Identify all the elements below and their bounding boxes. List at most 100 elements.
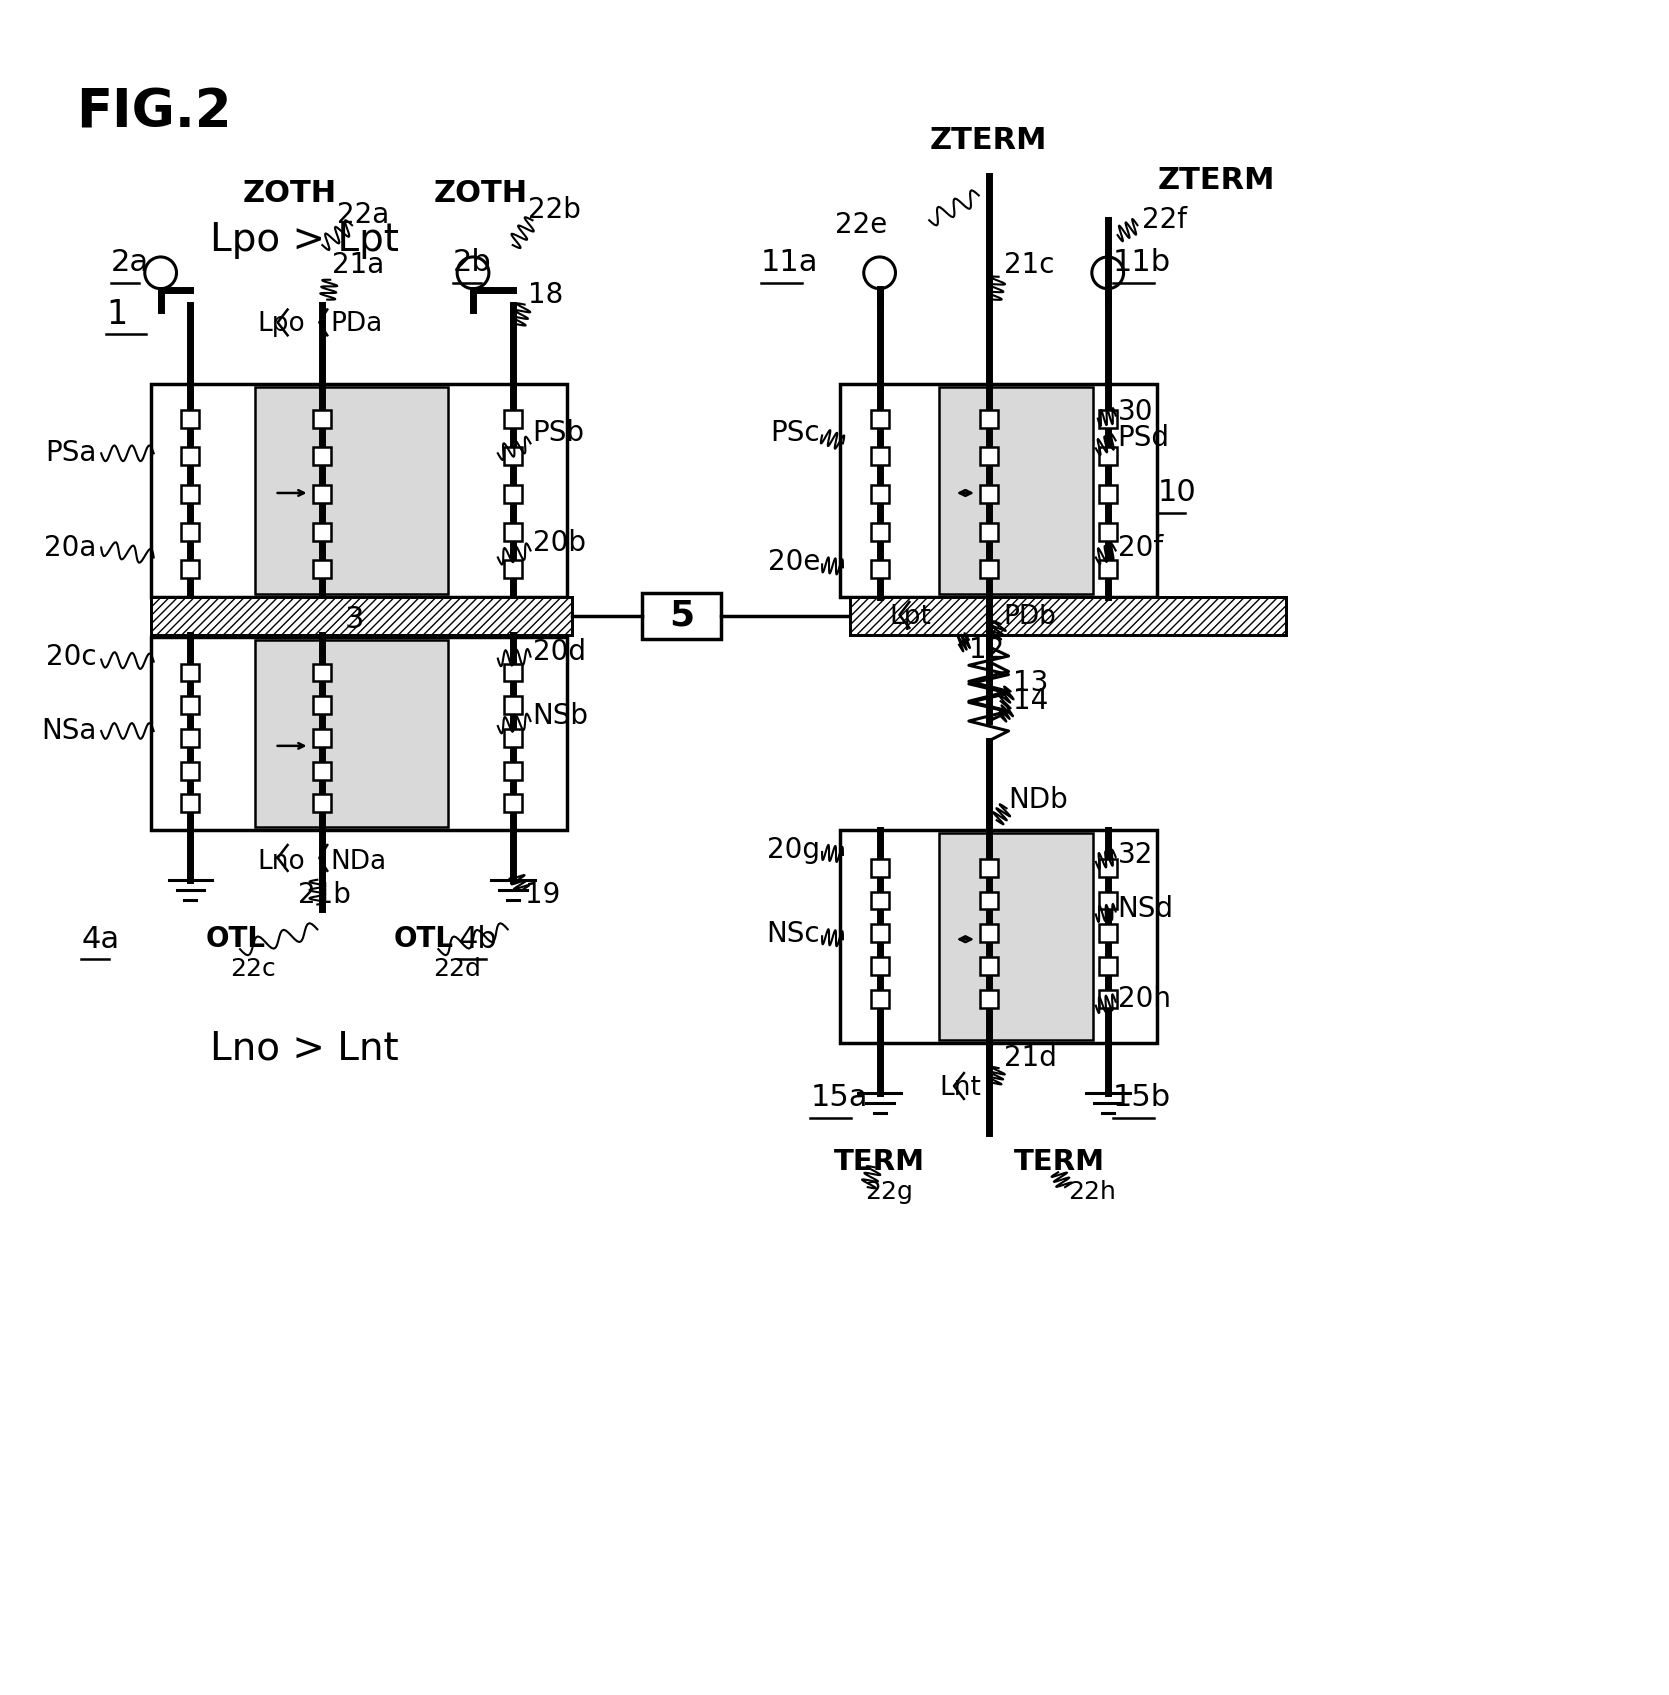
Bar	[314, 447, 330, 464]
Bar	[504, 447, 522, 464]
Text: 20h: 20h	[1118, 985, 1170, 1012]
Text: NSa: NSa	[40, 717, 97, 746]
Bar	[980, 561, 998, 578]
Text: PSb: PSb	[532, 419, 584, 447]
Bar	[980, 892, 998, 910]
Bar	[314, 561, 330, 578]
Text: 20d: 20d	[532, 637, 586, 666]
Bar	[980, 924, 998, 942]
Text: PSc: PSc	[771, 419, 819, 447]
Bar	[182, 447, 199, 464]
Text: 21a: 21a	[332, 251, 384, 280]
Bar	[182, 485, 199, 503]
Text: TERM: TERM	[834, 1148, 925, 1176]
Bar	[871, 485, 888, 503]
Text: PSd: PSd	[1118, 424, 1170, 453]
Bar	[504, 485, 522, 503]
Bar	[980, 485, 998, 503]
Text: Lpo > Lpt: Lpo > Lpt	[210, 220, 399, 259]
Bar	[150, 383, 567, 597]
Text: Lnt: Lnt	[940, 1075, 981, 1102]
Bar	[182, 663, 199, 681]
Bar	[504, 410, 522, 427]
Text: 15a: 15a	[809, 1083, 868, 1112]
Bar	[871, 990, 888, 1007]
Text: NDb: NDb	[1008, 786, 1068, 814]
Bar	[504, 729, 522, 747]
Text: 1: 1	[107, 298, 127, 331]
Bar	[255, 386, 449, 595]
Bar	[182, 697, 199, 714]
Text: NSc: NSc	[766, 920, 819, 948]
Bar	[182, 410, 199, 427]
Text: NSb: NSb	[532, 702, 589, 731]
Bar	[255, 639, 449, 827]
Bar	[504, 663, 522, 681]
Bar	[314, 410, 330, 427]
Bar	[840, 383, 1157, 597]
Bar	[840, 831, 1157, 1044]
Bar	[255, 386, 449, 595]
Text: PDb: PDb	[1003, 603, 1056, 631]
Text: 11a: 11a	[761, 249, 818, 278]
Bar	[504, 795, 522, 812]
Text: 4a: 4a	[82, 925, 120, 954]
Bar	[980, 447, 998, 464]
Bar	[871, 410, 888, 427]
Bar	[150, 597, 572, 636]
Text: 21c: 21c	[1003, 251, 1055, 280]
Bar	[980, 958, 998, 975]
Bar	[255, 639, 449, 827]
Text: 22f: 22f	[1142, 207, 1187, 234]
Bar	[182, 522, 199, 541]
Bar	[940, 386, 1093, 595]
Text: TERM: TERM	[1013, 1148, 1105, 1176]
Text: 22h: 22h	[1068, 1180, 1117, 1203]
Bar	[980, 522, 998, 541]
Text: 30: 30	[1118, 398, 1153, 425]
Text: Lno > Lnt: Lno > Lnt	[210, 1029, 399, 1068]
Text: 15b: 15b	[1113, 1083, 1170, 1112]
Bar	[1098, 561, 1117, 578]
Text: 4b: 4b	[459, 925, 497, 954]
Text: 18: 18	[527, 281, 562, 308]
Text: PDa: PDa	[330, 312, 382, 337]
Text: 14: 14	[1013, 686, 1048, 715]
Text: 20c: 20c	[45, 642, 97, 671]
Text: 10: 10	[1157, 478, 1197, 507]
Bar	[871, 892, 888, 910]
Bar	[182, 561, 199, 578]
Bar	[314, 761, 330, 780]
Text: 22c: 22c	[230, 958, 275, 981]
Text: 3: 3	[344, 605, 364, 634]
Text: 5: 5	[669, 598, 694, 632]
Bar	[150, 637, 567, 831]
Bar	[182, 729, 199, 747]
Text: Lpo: Lpo	[257, 312, 305, 337]
Bar	[940, 834, 1093, 1041]
Text: Lpt: Lpt	[890, 603, 931, 631]
Bar	[314, 697, 330, 714]
Text: 11b: 11b	[1113, 249, 1170, 278]
Text: 19: 19	[524, 881, 561, 909]
Bar	[182, 795, 199, 812]
Bar	[850, 597, 1287, 636]
Bar	[1098, 447, 1117, 464]
Bar	[1098, 990, 1117, 1007]
Bar	[871, 958, 888, 975]
Text: 20e: 20e	[768, 549, 819, 576]
Bar	[504, 697, 522, 714]
Bar	[871, 447, 888, 464]
Text: PSa: PSa	[45, 439, 97, 468]
Bar	[1098, 892, 1117, 910]
Bar	[940, 386, 1093, 595]
Text: 20g: 20g	[768, 836, 819, 864]
Bar	[980, 410, 998, 427]
Bar	[871, 924, 888, 942]
Bar	[1098, 485, 1117, 503]
Bar	[314, 663, 330, 681]
Text: 32: 32	[1118, 841, 1153, 870]
Bar	[504, 561, 522, 578]
Bar	[940, 834, 1093, 1041]
Text: NDa: NDa	[330, 849, 386, 875]
